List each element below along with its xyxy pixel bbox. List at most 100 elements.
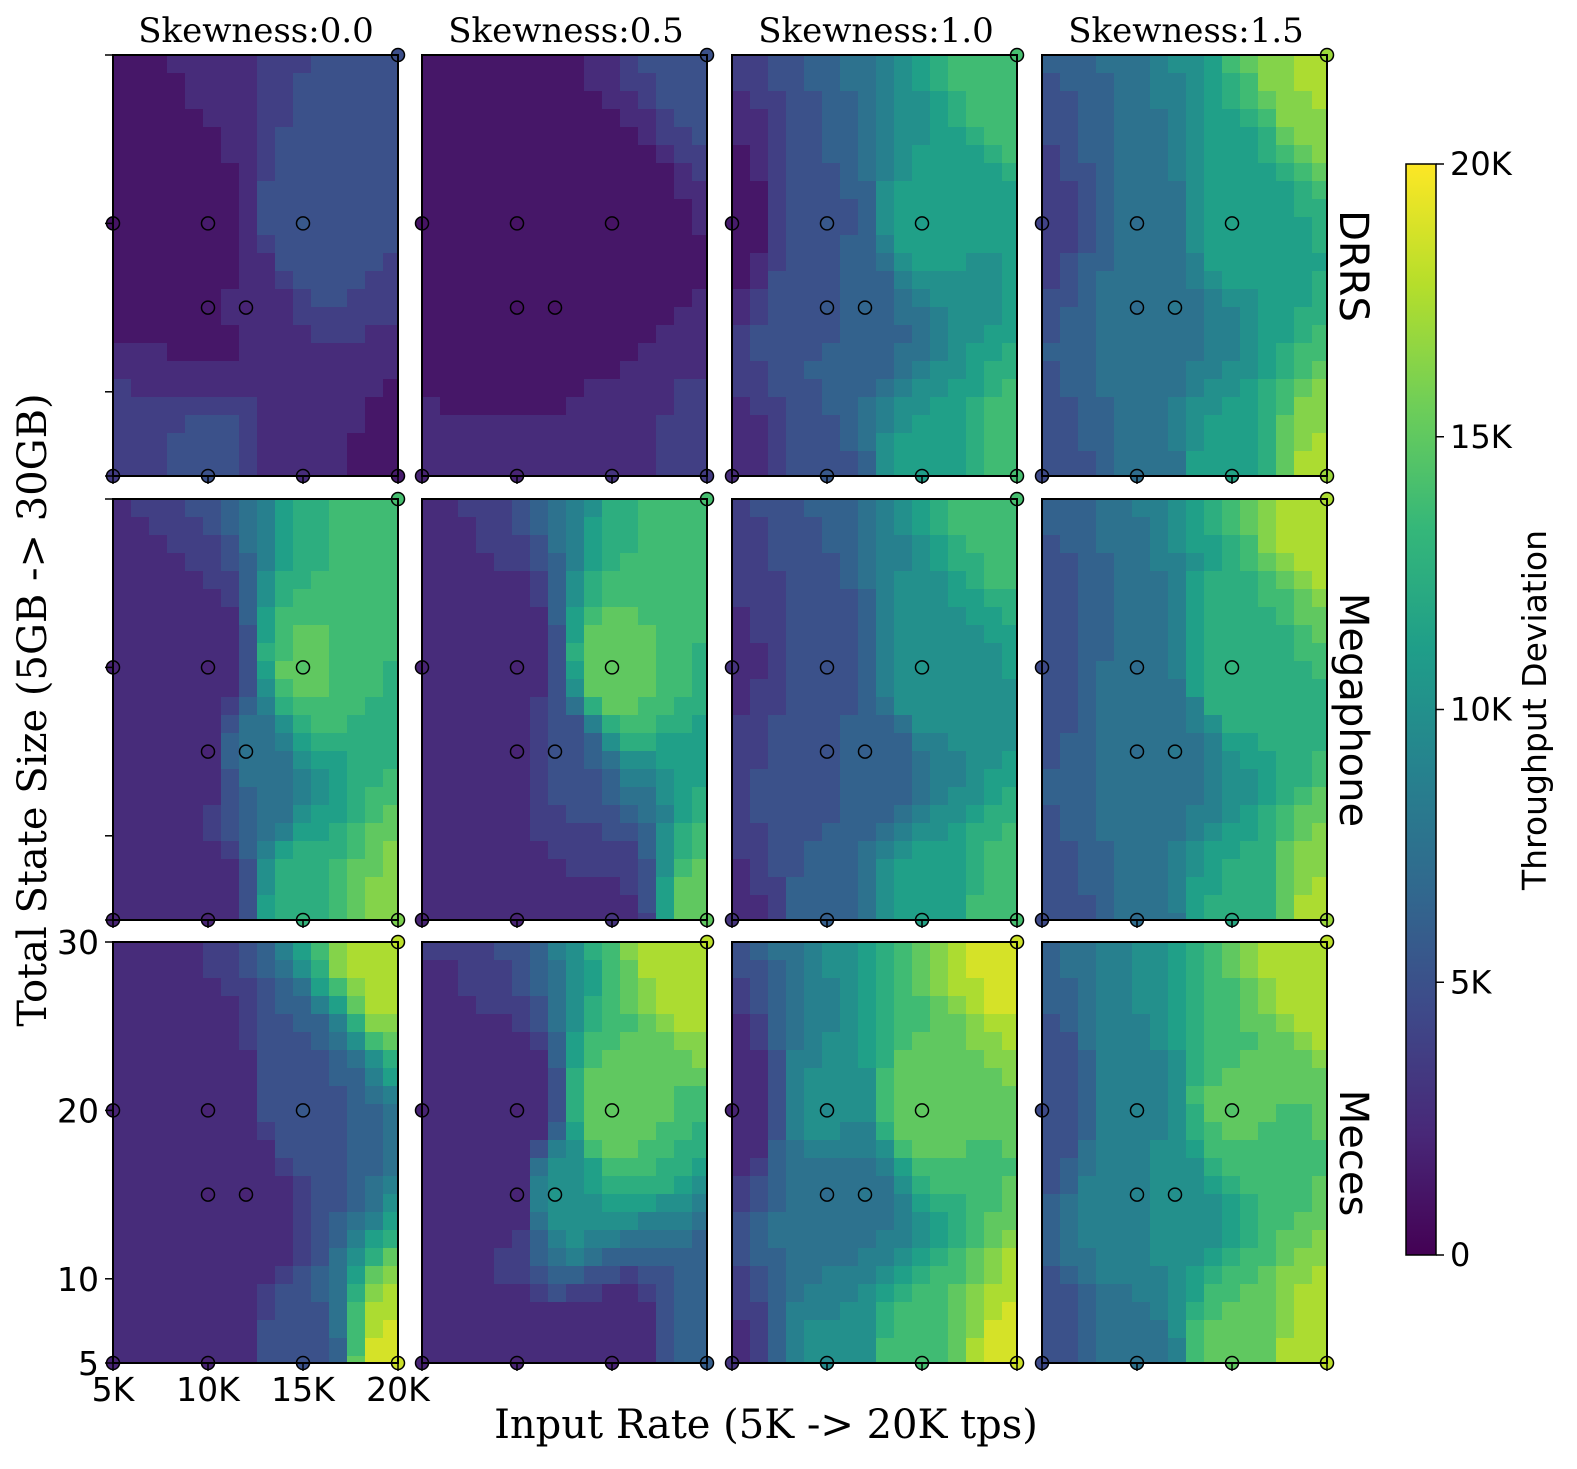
contour-cell [948, 1248, 967, 1267]
contour-cell [548, 379, 567, 398]
contour-cell [1114, 1356, 1133, 1363]
contour-cell [768, 73, 787, 92]
contour-cell [984, 607, 1003, 626]
contour-cell [131, 451, 150, 470]
contour-cell [548, 841, 567, 860]
contour-cell [1002, 913, 1017, 920]
contour-cell [548, 361, 567, 380]
contour-cell [1096, 253, 1115, 272]
contour-cell [347, 661, 366, 680]
contour-cell [840, 607, 859, 626]
contour-cell [674, 163, 693, 182]
contour-cell [602, 571, 621, 590]
contour-cell [602, 751, 621, 770]
contour-cell [674, 127, 693, 146]
contour-cell [494, 1194, 513, 1213]
contour-cell [732, 1068, 751, 1087]
contour-cell [786, 1284, 805, 1303]
contour-cell [1186, 996, 1205, 1015]
contour-cell [1222, 517, 1241, 536]
contour-cell [674, 1212, 693, 1231]
contour-cell [692, 661, 707, 680]
contour-cell [131, 1356, 150, 1363]
contour-cell [275, 181, 294, 200]
contour-cell [1294, 1140, 1313, 1159]
contour-cell [750, 397, 769, 416]
sample-point [1129, 1103, 1145, 1118]
contour-cell [494, 877, 513, 896]
contour-cell [422, 127, 441, 146]
contour-cell [620, 841, 639, 860]
contour-cell [1002, 697, 1017, 716]
contour-cell [1186, 1158, 1205, 1177]
contour-cell [329, 379, 348, 398]
contour-cell [131, 1302, 150, 1321]
contour-cell [692, 307, 707, 326]
contour-cell [1204, 571, 1223, 590]
contour-cell [768, 145, 787, 164]
contour-cell [1096, 859, 1115, 878]
contour-cell [1150, 55, 1169, 74]
contour-cell [620, 960, 639, 979]
contour-cell [1078, 451, 1097, 470]
contour-cell [239, 1014, 258, 1033]
contour-cell [257, 1248, 276, 1267]
contour-cell [239, 661, 258, 680]
contour-cell [512, 625, 531, 644]
contour-cell [1294, 1194, 1313, 1213]
contour-cell [1002, 1356, 1017, 1363]
contour-cell [1168, 361, 1187, 380]
sample-point [547, 300, 563, 315]
contour-cell [584, 643, 603, 662]
contour-cell [786, 1320, 805, 1339]
contour-cell [1240, 679, 1259, 698]
contour-cell [383, 823, 398, 842]
contour-cell [750, 661, 769, 680]
contour-cell [548, 217, 567, 236]
contour-cell [602, 271, 621, 290]
contour-cell [1002, 1050, 1017, 1069]
contour-cell [365, 415, 384, 434]
contour-cell [1276, 1122, 1295, 1141]
contour-cell [876, 217, 895, 236]
contour-cell [786, 978, 805, 997]
contour-cell [293, 235, 312, 254]
contour-cell [912, 73, 931, 92]
contour-cell [1240, 1248, 1259, 1267]
contour-cell [638, 787, 657, 806]
contour-cell [347, 996, 366, 1015]
contour-cell [221, 379, 240, 398]
contour-cell [167, 379, 186, 398]
contour-cell [311, 271, 330, 290]
contour-cell [1150, 571, 1169, 590]
contour-cell [620, 643, 639, 662]
contour-cell [912, 960, 931, 979]
contour-cell [548, 1140, 567, 1159]
contour-cell [1240, 181, 1259, 200]
contour-cell [257, 535, 276, 554]
contour-cell [984, 1140, 1003, 1159]
contour-cell [548, 625, 567, 644]
contour-cell [365, 253, 384, 272]
contour-cell [311, 163, 330, 182]
contour-cell [131, 1050, 150, 1069]
contour-cell [1276, 1248, 1295, 1267]
contour-cell [1042, 535, 1061, 554]
contour-cell [750, 996, 769, 1015]
contour-cell [239, 535, 258, 554]
contour-cell [257, 469, 276, 476]
contour-cell [1114, 1086, 1133, 1105]
contour-cell [167, 1248, 186, 1267]
contour-cell [257, 253, 276, 272]
contour-cell [347, 397, 366, 416]
contour-cell [221, 960, 240, 979]
contour-cell [1186, 733, 1205, 752]
contour-cell [966, 960, 985, 979]
contour-cell [440, 253, 459, 272]
contour-cell [638, 643, 657, 662]
contour-cell [185, 769, 204, 788]
contour-cell [1168, 996, 1187, 1015]
contour-cell [239, 379, 258, 398]
contour-cell [275, 787, 294, 806]
contour-cell [1042, 379, 1061, 398]
